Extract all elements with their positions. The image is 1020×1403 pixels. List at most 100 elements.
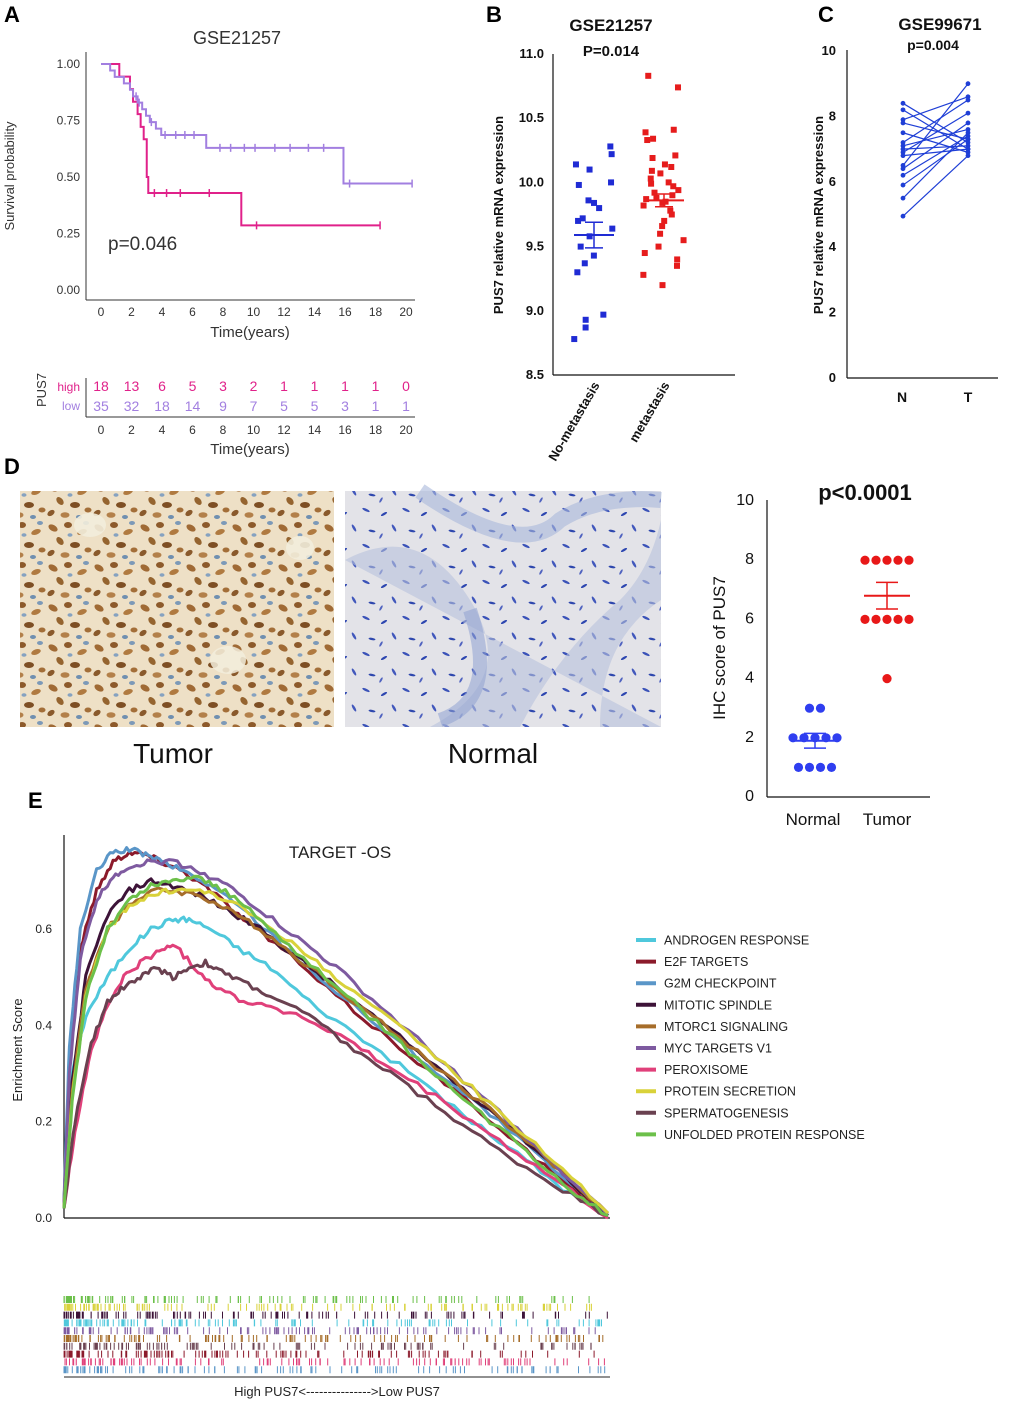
risk-count-high: 18 — [93, 378, 109, 394]
panel-d-y-tick: 0 — [745, 788, 754, 805]
panel-b-point — [571, 336, 578, 343]
panel-c-category-n: N — [897, 389, 907, 405]
risk-count-low: 5 — [311, 398, 319, 414]
panel-d-category-tumor: Tumor — [863, 810, 912, 829]
panel-d-category-normal: Normal — [786, 810, 841, 829]
risk-x-tick: 2 — [128, 423, 135, 437]
km-x-tick: 0 — [98, 305, 105, 319]
gsea-curve — [62, 943, 609, 1220]
panel-c-pair-line — [902, 122, 969, 140]
km-curves — [101, 63, 413, 230]
barcode-row — [64, 1303, 592, 1311]
gsea-title: TARGET -OS — [289, 843, 391, 862]
panel-b-point — [572, 161, 579, 168]
panel-b-point — [609, 225, 616, 232]
km-curve-high — [101, 63, 381, 227]
panel-c-point-n — [900, 213, 906, 219]
panel-b-y-tick: 9.5 — [526, 239, 544, 254]
panel-b-point — [670, 183, 677, 190]
panel-c-point-t — [965, 153, 971, 159]
panel-c-pair-line — [902, 132, 969, 199]
risk-count-high: 13 — [124, 378, 140, 394]
panel-d-point — [860, 555, 870, 565]
legend-label: G2M CHECKPOINT — [664, 977, 777, 991]
panel-letter-a: A — [4, 2, 20, 27]
panel-b-point — [661, 161, 668, 168]
panel-c-y-label: PUS7 relative mRNA expression — [811, 116, 826, 314]
panel-c-point-n — [900, 182, 906, 188]
risk-count-low: 5 — [280, 398, 288, 414]
panel-b-point — [668, 163, 675, 170]
panel-b-point — [648, 180, 655, 187]
panel-b-point — [579, 215, 586, 222]
km-x-tick: 20 — [399, 305, 413, 319]
panel-c-pvalue: p=0.004 — [907, 37, 959, 53]
risk-table-x-ticks: 0 2 4 6 8 10 12 14 16 18 20 — [98, 423, 413, 437]
gsea-y-tick: 0.6 — [35, 922, 52, 936]
panel-c-title: GSE99671 — [898, 15, 981, 34]
panel-b-point — [657, 170, 664, 177]
panel-c-point-t — [965, 136, 971, 142]
panel-b-point — [575, 217, 582, 224]
risk-count-high: 1 — [372, 378, 380, 394]
risk-count-low: 14 — [185, 398, 201, 414]
panel-b-title: GSE21257 — [569, 16, 652, 35]
panel-b-point — [659, 223, 666, 230]
risk-count-low: 18 — [154, 398, 170, 414]
panel-c-pair-line — [902, 135, 969, 176]
panel-b-point — [667, 207, 674, 214]
panel-a: A GSE21257 0.00 0.25 0.50 0.75 1.00 0 2 … — [2, 2, 415, 458]
panel-d-point — [904, 555, 914, 565]
km-x-tick: 18 — [369, 305, 383, 319]
panel-c-point-n — [900, 153, 906, 159]
tumor-image-caption: Tumor — [133, 738, 213, 769]
panel-b-y-tick: 11.0 — [519, 46, 544, 61]
panel-d: D Tumor Normal p<0.0001 0 2 4 6 8 10 IHC… — [4, 454, 930, 829]
panel-b-point — [581, 260, 588, 267]
gsea-curves — [62, 846, 610, 1220]
risk-x-tick: 6 — [189, 423, 196, 437]
panel-b-category-metastasis: metastasis — [626, 379, 673, 445]
risk-table-x-label: Time(years) — [210, 441, 289, 458]
km-y-tick: 0.50 — [57, 170, 81, 184]
panel-b-point — [648, 167, 655, 174]
risk-x-tick: 4 — [159, 423, 166, 437]
panel-c-point-n — [900, 107, 906, 113]
barcode-row — [63, 1335, 604, 1342]
normal-ihc-image — [345, 484, 662, 727]
panel-c-pair-line — [902, 99, 969, 144]
panel-b-point — [657, 230, 664, 237]
panel-d-pvalue: p<0.0001 — [818, 480, 912, 505]
panel-b-point — [596, 205, 603, 212]
panel-b-point — [659, 199, 666, 206]
legend-label: MYC TARGETS V1 — [664, 1042, 772, 1056]
panel-c-y-ticks: 0 2 4 6 8 10 — [822, 43, 837, 385]
panel-b-point — [650, 135, 657, 142]
gsea-y-tick: 0.4 — [35, 1018, 52, 1032]
panel-b-point — [574, 269, 581, 276]
panel-b-point — [645, 72, 652, 79]
km-x-tick: 12 — [277, 305, 291, 319]
risk-count-high: 5 — [189, 378, 197, 394]
panel-d-point — [826, 762, 837, 773]
panel-b-point — [680, 237, 687, 244]
panel-b-point — [608, 179, 615, 186]
gsea-y-tick: 0.0 — [35, 1211, 52, 1225]
panel-d-points — [788, 555, 914, 773]
legend-label: MTORC1 SIGNALING — [664, 1020, 788, 1034]
panel-d-y-tick: 10 — [736, 492, 754, 509]
panel-c-point-t — [965, 110, 971, 116]
panel-b-point — [659, 282, 666, 289]
panel-c: C GSE99671 p=0.004 0 2 4 6 8 10 PUS7 rel… — [811, 2, 998, 405]
legend-label: SPERMATOGENESIS — [664, 1106, 789, 1120]
km-x-tick: 16 — [338, 305, 352, 319]
panel-d-point — [871, 555, 881, 565]
km-x-tick: 4 — [159, 305, 166, 319]
panel-d-point — [815, 762, 826, 773]
panel-c-y-tick: 8 — [829, 108, 836, 123]
km-y-tick: 1.00 — [57, 57, 81, 71]
barcode-row — [64, 1358, 605, 1366]
risk-table-low-row: 35 32 18 14 9 7 5 5 3 1 1 — [93, 398, 410, 414]
panel-b-point — [674, 256, 681, 263]
panel-d-point — [882, 614, 892, 625]
